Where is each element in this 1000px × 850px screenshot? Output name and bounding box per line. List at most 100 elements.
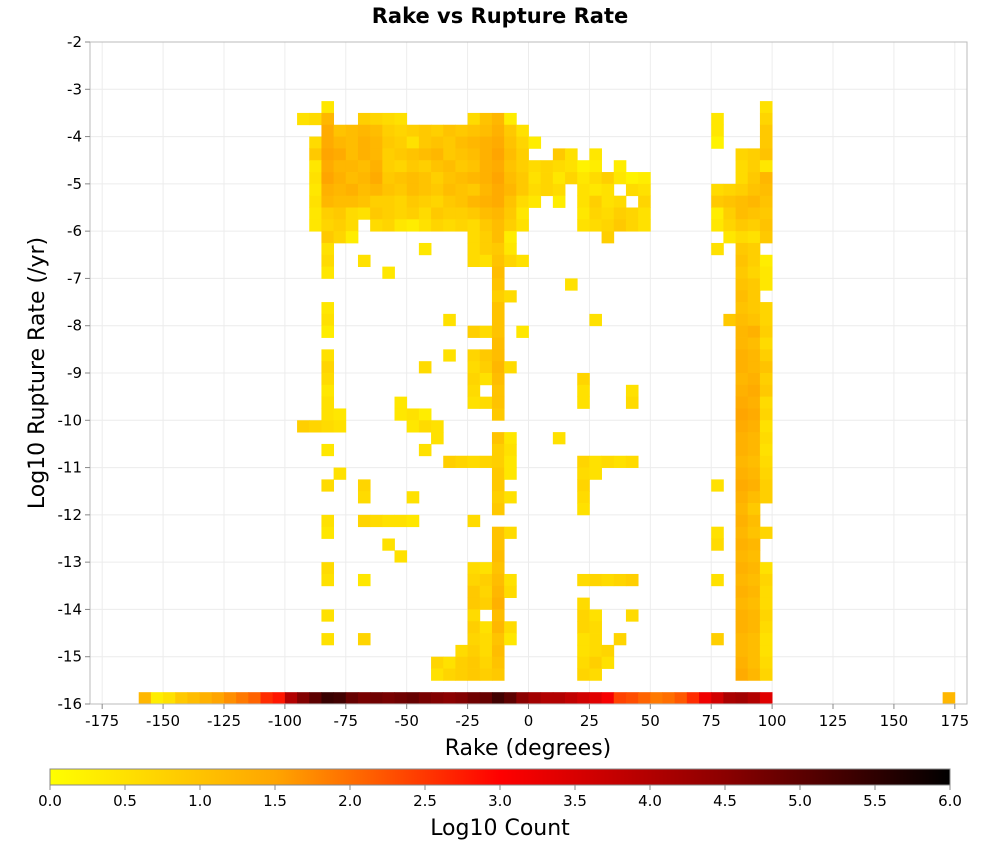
heatmap-cell bbox=[723, 207, 736, 220]
colorbar bbox=[49, 768, 951, 786]
heatmap-cell bbox=[479, 242, 493, 256]
heatmap-cell bbox=[759, 585, 773, 599]
heatmap-cell bbox=[357, 136, 371, 149]
heatmap-cell bbox=[333, 692, 347, 705]
heatmap-cell bbox=[735, 633, 749, 646]
heatmap-cell bbox=[601, 573, 615, 587]
x-tick-label: 25 bbox=[580, 712, 599, 730]
heatmap-cell bbox=[321, 562, 335, 575]
heatmap-cell bbox=[625, 609, 639, 622]
heatmap-cell bbox=[747, 585, 761, 599]
heatmap-cell bbox=[759, 361, 773, 374]
heatmap-cell bbox=[759, 349, 773, 362]
heatmap-cell bbox=[552, 432, 566, 445]
heatmap-cell bbox=[467, 219, 481, 232]
heatmap-cell bbox=[297, 112, 310, 126]
heatmap-cell bbox=[394, 550, 408, 563]
heatmap-cell bbox=[759, 562, 773, 575]
heatmap-cell bbox=[333, 136, 347, 149]
heatmap-cell bbox=[577, 668, 590, 681]
heatmap-cell bbox=[491, 597, 505, 610]
heatmap-cell bbox=[577, 633, 590, 646]
heatmap-cell bbox=[491, 148, 505, 161]
heatmap-cell bbox=[577, 207, 590, 220]
heatmap-cell bbox=[504, 183, 517, 197]
colorbar-ticks: 0.0 0.5 1.0 1.5 2.0 2.5 3.0 3.5 4.0 4.5 5.0 5.5 6.0 bbox=[38, 785, 962, 810]
heatmap-cell bbox=[479, 644, 493, 658]
y-tick-label: -15 bbox=[58, 648, 83, 666]
heatmap-cell bbox=[394, 112, 408, 126]
heatmap-cell bbox=[759, 183, 773, 197]
heatmap-cell bbox=[382, 207, 395, 220]
heatmap-cell bbox=[175, 692, 188, 705]
heatmap-cell bbox=[321, 373, 335, 386]
heatmap-cell bbox=[491, 361, 505, 374]
heatmap-cell bbox=[467, 668, 481, 681]
heatmap-cell bbox=[479, 172, 493, 185]
heatmap-cell bbox=[357, 124, 371, 137]
heatmap-cell bbox=[394, 396, 408, 409]
heatmap-cell bbox=[516, 207, 529, 220]
heatmap-cell bbox=[406, 207, 420, 220]
heatmap-cell bbox=[443, 124, 456, 137]
heatmap-cell bbox=[735, 538, 749, 551]
heatmap-cell bbox=[223, 692, 237, 705]
heatmap-cell bbox=[504, 195, 517, 208]
heatmap-cell bbox=[479, 668, 493, 681]
heatmap-cell bbox=[443, 195, 456, 208]
heatmap-cell bbox=[382, 148, 395, 161]
heatmap-cell bbox=[747, 148, 761, 161]
heatmap-cell bbox=[187, 692, 201, 705]
heatmap-cell bbox=[382, 124, 395, 137]
heatmap-cell bbox=[735, 384, 749, 398]
heatmap-cell bbox=[479, 195, 493, 208]
heatmap-cell bbox=[467, 361, 481, 374]
heatmap-cell bbox=[431, 136, 444, 149]
x-tick-label: 175 bbox=[940, 712, 969, 730]
heatmap-cell bbox=[345, 207, 359, 220]
heatmap-cell bbox=[735, 526, 749, 539]
heatmap-cell bbox=[735, 148, 749, 161]
heatmap-cell bbox=[516, 136, 529, 149]
y-tick-label: -5 bbox=[67, 175, 82, 193]
heatmap-cell bbox=[735, 242, 749, 256]
heatmap-cell bbox=[443, 656, 456, 669]
x-tick-label: 50 bbox=[641, 712, 660, 730]
heatmap-cell bbox=[528, 195, 542, 208]
heatmap-cell bbox=[759, 160, 773, 173]
heatmap-cell bbox=[516, 195, 529, 208]
heatmap-cell bbox=[625, 183, 639, 197]
heatmap-cell bbox=[431, 160, 444, 173]
heatmap-cell bbox=[443, 219, 456, 232]
y-axis: -2 -3 -4 -5 -6 -7 -8 -9 -10 -11 -12 -13 -14 -15 -16 bbox=[58, 33, 90, 713]
heatmap-cell bbox=[528, 172, 542, 185]
heatmap-cell bbox=[357, 195, 371, 208]
heatmap-cell bbox=[747, 550, 761, 563]
heatmap-cell bbox=[418, 124, 432, 137]
heatmap-cell bbox=[491, 585, 505, 599]
heatmap-cell bbox=[455, 172, 468, 185]
heatmap-cell bbox=[491, 609, 505, 622]
heatmap-cell bbox=[735, 349, 749, 362]
heatmap-cell bbox=[504, 124, 517, 137]
heatmap-cell bbox=[357, 183, 371, 197]
heatmap-cell bbox=[577, 160, 590, 173]
heatmap-cell bbox=[455, 195, 468, 208]
y-tick-label: -16 bbox=[58, 695, 83, 713]
colorbar-tick-label: 2.0 bbox=[338, 792, 362, 810]
heatmap-cell bbox=[406, 136, 420, 149]
heatmap-cell bbox=[565, 160, 578, 173]
heatmap-cell bbox=[504, 112, 517, 126]
heatmap-cell bbox=[467, 585, 481, 599]
heatmap-cell bbox=[272, 692, 286, 705]
heatmap-cell bbox=[455, 692, 468, 705]
y-tick-label: -6 bbox=[67, 222, 82, 240]
heatmap-cell bbox=[638, 195, 651, 208]
heatmap-cell bbox=[552, 183, 566, 197]
heatmap-cell bbox=[479, 160, 493, 173]
heatmap-cell bbox=[711, 692, 724, 705]
heatmap-cell bbox=[504, 467, 517, 480]
heatmap-cell bbox=[467, 124, 481, 137]
heatmap-cell bbox=[747, 668, 761, 681]
heatmap-cell bbox=[370, 514, 383, 528]
